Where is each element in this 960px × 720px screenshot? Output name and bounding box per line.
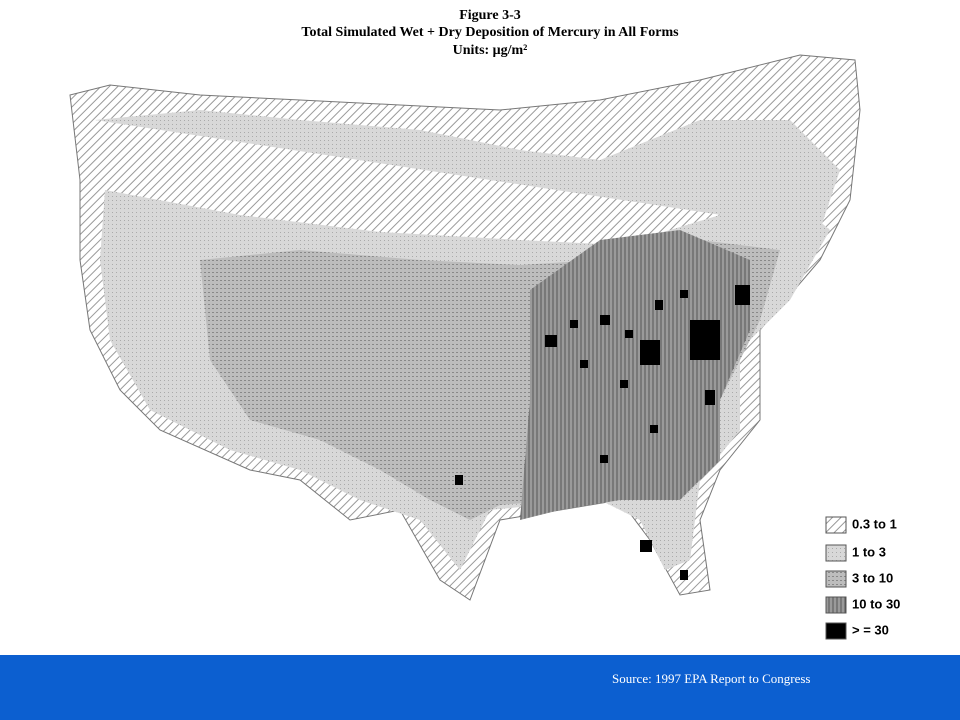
- legend: 0.3 to 1 1 to 3 3 to 10 10 to 30 > = 30: [825, 516, 900, 640]
- hotspot: [620, 380, 628, 388]
- source-note: Source: 1997 EPA Report to Congress: [612, 671, 811, 686]
- legend-swatch: [825, 570, 847, 588]
- hotspot: [680, 570, 688, 580]
- legend-swatch: [825, 544, 847, 562]
- hotspot: [600, 455, 608, 463]
- figure-units: Units: μg/m²: [453, 43, 528, 58]
- footer-bar: Source: 1997 EPA Report to Congress: [0, 655, 960, 720]
- hotspot: [625, 330, 633, 338]
- legend-swatch: [825, 516, 847, 534]
- hotspot: [735, 285, 750, 305]
- legend-swatch: [825, 596, 847, 614]
- legend-label: 10 to 30: [852, 596, 900, 611]
- legend-label: > = 30: [852, 622, 889, 637]
- hotspot: [600, 315, 610, 325]
- hotspot: [640, 540, 652, 552]
- hotspot: [580, 360, 588, 368]
- hotspot: [690, 320, 720, 360]
- figure: Figure 3-3 Total Simulated Wet + Dry Dep…: [69, 8, 900, 640]
- hotspot: [640, 340, 660, 365]
- legend-swatch: [825, 622, 847, 640]
- hotspot: [650, 425, 658, 433]
- hotspot: [705, 390, 715, 405]
- figure-title: Total Simulated Wet + Dry Deposition of …: [301, 25, 679, 40]
- hotspot: [570, 320, 578, 328]
- hotspot: [680, 290, 688, 298]
- hotspot: [455, 475, 463, 485]
- hotspot: [655, 300, 663, 310]
- region-canada-light: [95, 110, 840, 230]
- hotspots: [455, 285, 750, 580]
- legend-label: 3 to 10: [852, 570, 893, 585]
- legend-label: 1 to 3: [852, 544, 886, 559]
- legend-label: 0.3 to 1: [852, 516, 897, 531]
- figure-label: Figure 3-3: [459, 8, 521, 23]
- hotspot: [545, 335, 557, 347]
- region-east-high: [520, 230, 750, 520]
